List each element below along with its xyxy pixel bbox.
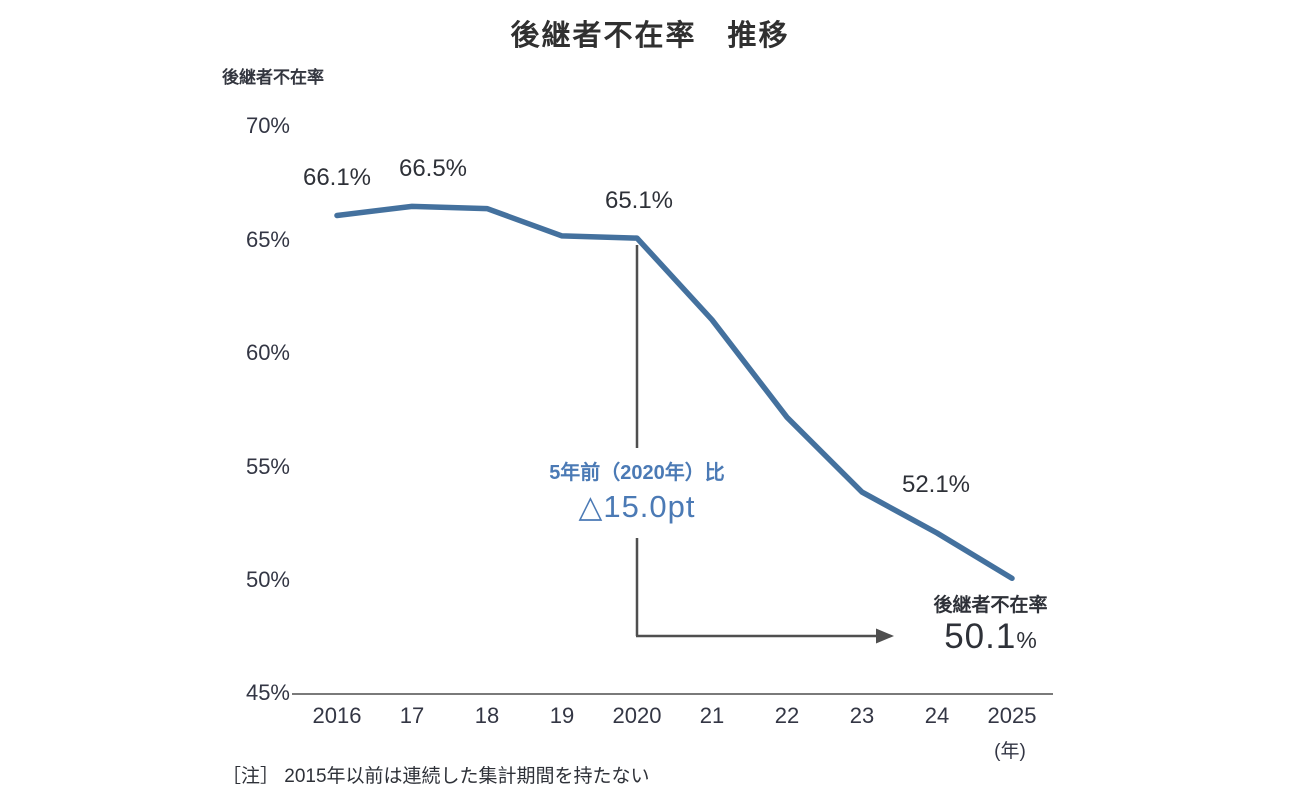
footnote: ［注］ 2015年以前は連続した集計期間を持たない [222, 766, 650, 787]
arrow-head-icon [876, 628, 894, 644]
x-tick-2025: 2025 [987, 703, 1037, 728]
y-axis-label: 後継者不在率 [222, 68, 324, 87]
x-tick-22: 22 [774, 703, 800, 728]
annotation-delta-value: △15.0pt [578, 489, 696, 524]
point-label-2017: 66.5% [398, 155, 468, 182]
trend-line [334, 203, 1015, 582]
point-label-2024: 52.1% [901, 471, 971, 498]
x-axis-unit-label: (年) [994, 741, 1026, 762]
x-tick-23: 23 [849, 703, 875, 728]
x-tick-24: 24 [924, 703, 950, 728]
annotation-comparison-text: 5年前（2020年）比 [549, 462, 725, 484]
end-value-number: 50.1 [944, 617, 1017, 656]
y-tick-45: 45% [245, 680, 290, 705]
x-tick-17: 17 [399, 703, 425, 728]
x-tick-2016: 2016 [312, 703, 362, 728]
x-tick-2020: 2020 [612, 703, 662, 728]
point-label-2020: 65.1% [604, 187, 674, 214]
end-value-label: 後継者不在率 50.1% [898, 590, 1083, 657]
x-tick-19: 19 [549, 703, 575, 728]
x-tick-18: 18 [474, 703, 500, 728]
x-tick-21: 21 [699, 703, 725, 728]
y-tick-55: 55% [245, 454, 290, 479]
point-label-2016: 66.1% [302, 164, 372, 191]
y-tick-60: 60% [245, 340, 290, 365]
y-tick-50: 50% [245, 567, 290, 592]
end-value-unit: % [1016, 627, 1037, 653]
end-value-title: 後継者不在率 [933, 595, 1048, 616]
y-tick-70: 70% [245, 113, 290, 138]
chart-title: 後継者不在率 推移 [510, 20, 790, 52]
y-tick-65: 65% [245, 227, 290, 252]
change-annotation: 5年前（2020年）比 △15.0pt [517, 456, 757, 525]
